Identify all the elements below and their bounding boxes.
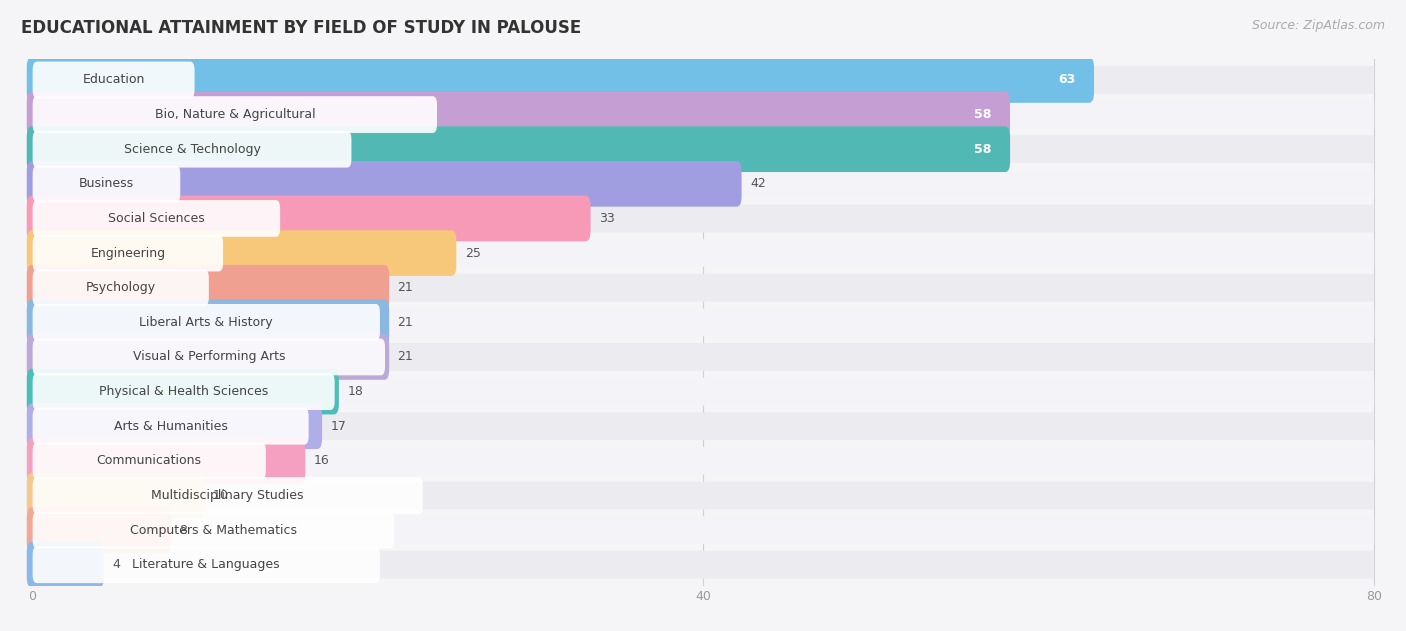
FancyBboxPatch shape <box>32 447 1374 475</box>
FancyBboxPatch shape <box>32 101 1374 129</box>
FancyBboxPatch shape <box>32 165 180 202</box>
FancyBboxPatch shape <box>32 512 394 548</box>
FancyBboxPatch shape <box>27 91 1010 138</box>
Text: Business: Business <box>79 177 134 191</box>
FancyBboxPatch shape <box>27 265 389 310</box>
FancyBboxPatch shape <box>27 57 1094 103</box>
Text: 18: 18 <box>347 385 363 398</box>
Text: 10: 10 <box>214 489 229 502</box>
Text: Source: ZipAtlas.com: Source: ZipAtlas.com <box>1251 19 1385 32</box>
Text: 21: 21 <box>398 316 413 329</box>
FancyBboxPatch shape <box>32 551 1374 579</box>
FancyBboxPatch shape <box>32 131 352 168</box>
FancyBboxPatch shape <box>32 239 1374 267</box>
FancyBboxPatch shape <box>32 477 423 514</box>
FancyBboxPatch shape <box>27 473 205 518</box>
Text: 58: 58 <box>974 108 991 121</box>
FancyBboxPatch shape <box>27 300 389 345</box>
FancyBboxPatch shape <box>32 235 224 271</box>
Text: Liberal Arts & History: Liberal Arts & History <box>139 316 273 329</box>
FancyBboxPatch shape <box>27 126 1010 172</box>
Text: 25: 25 <box>465 247 481 259</box>
FancyBboxPatch shape <box>32 269 209 306</box>
Text: 63: 63 <box>1059 73 1076 86</box>
FancyBboxPatch shape <box>27 230 457 276</box>
Text: Literature & Languages: Literature & Languages <box>132 558 280 571</box>
FancyBboxPatch shape <box>32 442 266 479</box>
Text: 17: 17 <box>330 420 346 433</box>
FancyBboxPatch shape <box>32 481 1374 509</box>
FancyBboxPatch shape <box>32 96 437 133</box>
Text: Communications: Communications <box>97 454 201 468</box>
FancyBboxPatch shape <box>32 408 309 445</box>
Text: 21: 21 <box>398 281 413 294</box>
FancyBboxPatch shape <box>32 62 194 98</box>
FancyBboxPatch shape <box>27 196 591 241</box>
FancyBboxPatch shape <box>27 438 305 484</box>
FancyBboxPatch shape <box>32 516 1374 544</box>
FancyBboxPatch shape <box>27 542 104 587</box>
Text: Visual & Performing Arts: Visual & Performing Arts <box>132 350 285 363</box>
Text: 16: 16 <box>314 454 329 468</box>
FancyBboxPatch shape <box>32 413 1374 440</box>
FancyBboxPatch shape <box>32 136 1374 163</box>
Text: Bio, Nature & Agricultural: Bio, Nature & Agricultural <box>155 108 315 121</box>
Text: 58: 58 <box>974 143 991 156</box>
FancyBboxPatch shape <box>32 378 1374 406</box>
Text: Social Sciences: Social Sciences <box>108 212 205 225</box>
Text: 33: 33 <box>599 212 614 225</box>
Text: Education: Education <box>83 73 145 86</box>
FancyBboxPatch shape <box>32 309 1374 336</box>
FancyBboxPatch shape <box>32 200 280 237</box>
Text: Physical & Health Sciences: Physical & Health Sciences <box>98 385 269 398</box>
Text: Science & Technology: Science & Technology <box>124 143 260 156</box>
FancyBboxPatch shape <box>32 274 1374 302</box>
FancyBboxPatch shape <box>32 204 1374 232</box>
Text: Psychology: Psychology <box>86 281 156 294</box>
FancyBboxPatch shape <box>27 403 322 449</box>
FancyBboxPatch shape <box>32 343 1374 371</box>
Text: Engineering: Engineering <box>90 247 166 259</box>
Text: Computers & Mathematics: Computers & Mathematics <box>129 524 297 536</box>
Text: 21: 21 <box>398 350 413 363</box>
FancyBboxPatch shape <box>32 170 1374 198</box>
FancyBboxPatch shape <box>27 334 389 380</box>
FancyBboxPatch shape <box>27 507 172 553</box>
FancyBboxPatch shape <box>27 369 339 415</box>
FancyBboxPatch shape <box>32 304 380 341</box>
Text: EDUCATIONAL ATTAINMENT BY FIELD OF STUDY IN PALOUSE: EDUCATIONAL ATTAINMENT BY FIELD OF STUDY… <box>21 19 581 37</box>
FancyBboxPatch shape <box>32 339 385 375</box>
Text: Arts & Humanities: Arts & Humanities <box>114 420 228 433</box>
Text: Multidisciplinary Studies: Multidisciplinary Studies <box>152 489 304 502</box>
FancyBboxPatch shape <box>32 66 1374 94</box>
FancyBboxPatch shape <box>27 161 741 207</box>
Text: 4: 4 <box>112 558 120 571</box>
FancyBboxPatch shape <box>32 373 335 410</box>
Text: 8: 8 <box>180 524 187 536</box>
FancyBboxPatch shape <box>32 546 380 583</box>
Text: 42: 42 <box>749 177 766 191</box>
